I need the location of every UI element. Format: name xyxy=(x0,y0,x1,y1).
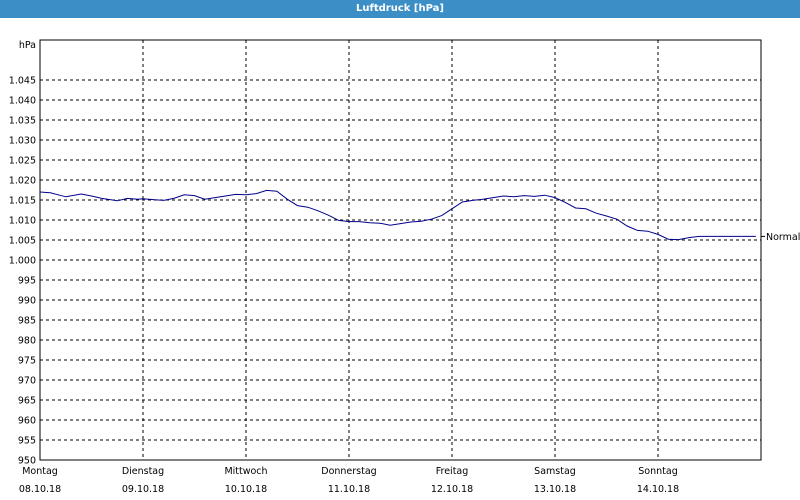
y-tick-label: 995 xyxy=(18,276,36,287)
x-tick-day-label: Sonntag xyxy=(638,466,677,477)
y-tick-label: 975 xyxy=(18,356,36,367)
x-tick-date-label: 09.10.18 xyxy=(122,484,164,495)
pressure-series-line xyxy=(39,189,756,241)
window-title: Luftdruck [hPa] xyxy=(0,0,800,18)
y-tick-label: 1.045 xyxy=(9,76,36,87)
y-tick-label: 990 xyxy=(18,296,36,307)
series-layer: Normal xyxy=(39,189,800,243)
x-tick-day-label: Dienstag xyxy=(122,466,164,477)
y-tick-label: 970 xyxy=(18,376,36,387)
y-tick-label: 1.010 xyxy=(9,216,36,227)
y-tick-label: 1.020 xyxy=(9,176,36,187)
y-tick-label: 950 xyxy=(18,456,36,467)
series-end-label: Normal xyxy=(766,232,800,243)
y-tick-label: 985 xyxy=(18,316,36,327)
x-axis: Montag 08.10.18 Dienstag 09.10.18 Mittwoch 10… xyxy=(19,466,679,495)
grid-layer xyxy=(40,40,761,460)
y-tick-label: 955 xyxy=(18,436,36,447)
plot-frame xyxy=(39,39,762,461)
y-tick-label: 1.015 xyxy=(9,196,36,207)
x-tick-date-label: 13.10.18 xyxy=(534,484,576,495)
y-tick-label: 1.030 xyxy=(9,136,36,147)
y-axis-unit-label: hPa xyxy=(19,40,36,51)
x-tick-day-label: Donnerstag xyxy=(321,466,376,477)
plot-area: hPa 1.045 1.040 1.035 1.030 1.025 1.020 1.015 1… xyxy=(0,18,800,500)
y-tick-label: 960 xyxy=(18,416,36,427)
x-tick-day-label: Freitag xyxy=(436,466,469,477)
x-tick-date-label: 11.10.18 xyxy=(328,484,370,495)
y-tick-label: 1.035 xyxy=(9,116,36,127)
y-tick-label: 965 xyxy=(18,396,36,407)
x-tick-date-label: 12.10.18 xyxy=(431,484,473,495)
x-tick-date-label: 14.10.18 xyxy=(637,484,679,495)
y-tick-label: 1.040 xyxy=(9,96,36,107)
y-tick-label: 1.000 xyxy=(9,256,36,267)
y-tick-label: 980 xyxy=(18,336,36,347)
x-tick-day-label: Mittwoch xyxy=(224,466,267,477)
y-tick-label: 1.005 xyxy=(9,236,36,247)
x-tick-day-label: Samstag xyxy=(534,466,576,477)
x-tick-day-label: Montag xyxy=(22,466,58,477)
pressure-chart: hPa 1.045 1.040 1.035 1.030 1.025 1.020 1.015 1… xyxy=(9,39,800,495)
y-axis: hPa 1.045 1.040 1.035 1.030 1.025 1.020 1.015 1… xyxy=(9,40,36,467)
y-tick-label: 1.025 xyxy=(9,156,36,167)
x-tick-date-label: 08.10.18 xyxy=(19,484,61,495)
x-tick-date-label: 10.10.18 xyxy=(225,484,267,495)
